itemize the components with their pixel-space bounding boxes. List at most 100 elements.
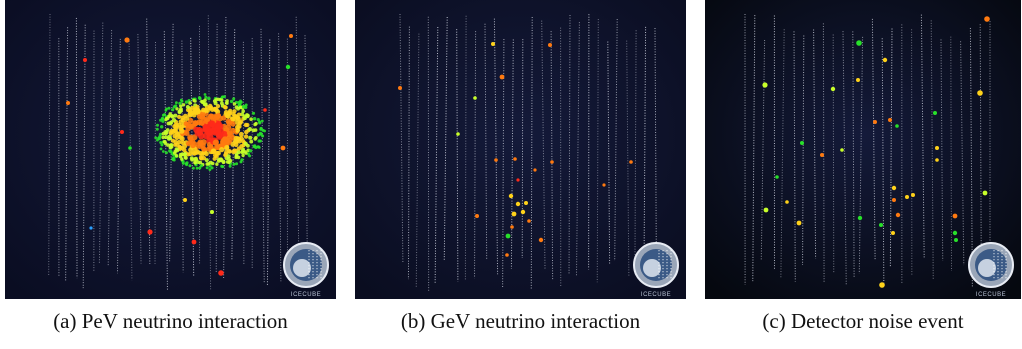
light-deposit-dot [220,164,224,168]
light-deposit-dot [191,150,196,156]
light-deposit-dot [244,103,248,107]
light-deposit-dot [234,127,241,133]
light-deposit-dot [172,105,176,109]
dom-hit [520,209,526,215]
dom-hit [505,233,511,239]
light-deposit-dot [198,166,202,170]
light-deposit-dot [159,141,163,144]
dom-hit [475,214,479,218]
detector-string [634,30,637,272]
light-deposit-dot [203,102,208,107]
icecube-logo-label: ICECUBE [291,292,321,298]
event-background [705,0,1021,299]
light-deposit-dot [212,139,219,146]
light-deposit-dot [214,98,218,102]
light-deposit-dot [253,122,257,127]
light-deposit-dot [158,132,163,136]
light-deposit-dot [170,138,176,143]
light-deposit-cluster [154,93,266,172]
light-deposit-dot [181,103,186,107]
dom-hit [191,239,197,245]
dom-hit [911,193,915,197]
light-deposit-dot [214,123,222,130]
light-deposit-dot [184,156,188,160]
light-deposit-dot [239,160,243,164]
light-deposit-dot [216,133,223,140]
detector-string [98,22,104,264]
light-deposit-dot [181,161,185,165]
detector-string [881,38,885,285]
light-deposit-dot [171,118,177,123]
detector-string [65,27,69,282]
light-deposit-dot [240,112,245,117]
light-deposit-dot [156,123,159,127]
light-deposit-dot [236,146,242,151]
noise-event-display: ICECUBE [705,0,1021,299]
detector-string [813,29,817,259]
light-deposit-dot [244,129,249,135]
dom-hit [762,82,768,88]
light-deposit-dot [249,139,254,144]
light-deposit-dot [233,135,239,141]
light-deposit-dot [162,150,165,153]
light-deposit-dot [163,130,167,134]
light-deposit-dot [190,105,195,110]
detector-string [596,19,599,283]
dom-hit [511,211,517,217]
light-deposit-dot [161,113,165,117]
light-deposit-dot [232,162,236,166]
light-deposit-dot [188,101,192,105]
dom-hit [873,120,877,124]
light-deposit-dot [174,124,180,129]
detector-string [802,35,805,265]
light-deposit-dot [201,156,207,161]
light-deposit-dot [248,154,252,158]
hit-markers [66,34,293,276]
dom-hit [183,198,187,202]
caption-gev: (b) GeV neutrino interaction [400,309,641,333]
dom-hit [527,219,531,223]
dom-hit [515,201,521,207]
light-deposit-dot [199,164,203,168]
light-deposit-dot [164,135,168,139]
detector-string [607,41,611,265]
light-deposit-dot [178,108,183,113]
light-deposit-dot [245,122,250,128]
light-deposit-dot [178,152,183,157]
detector-string [654,27,657,276]
light-deposit-dot [203,107,209,113]
dom-hit [548,43,552,47]
light-deposit-dot [183,121,189,127]
detector-string [852,31,855,277]
light-deposit-dot [197,139,204,146]
detector-string [871,18,876,260]
icecube-logo: ICECUBE [633,242,679,298]
detector-string [456,29,459,282]
light-deposit-dot [224,145,230,151]
dom-hit [510,225,514,229]
light-deposit-dot [222,136,228,143]
light-deposit-dot [223,152,228,158]
detector-strings [399,14,657,291]
dom-hit [494,158,498,162]
light-deposit-dot [194,110,199,115]
light-deposit-dot [171,108,175,112]
dom-hit [505,253,509,257]
dom-hit [982,190,988,196]
light-deposit-dot [192,120,199,127]
detector-string [146,18,151,264]
light-deposit-dot [176,140,182,145]
dom-hit [905,195,909,199]
light-deposit-dot [168,149,172,153]
light-deposit-dot [258,121,262,125]
light-deposit-dot [237,100,241,104]
dom-hit [218,270,224,276]
light-deposit-dot [257,146,261,149]
detector-string [568,14,571,274]
light-deposit-dot [239,100,243,104]
detector-string [304,35,309,280]
light-deposit-dot [213,101,218,106]
dom-hit [785,200,789,204]
detector-string [434,26,439,284]
detector-string [832,34,835,273]
